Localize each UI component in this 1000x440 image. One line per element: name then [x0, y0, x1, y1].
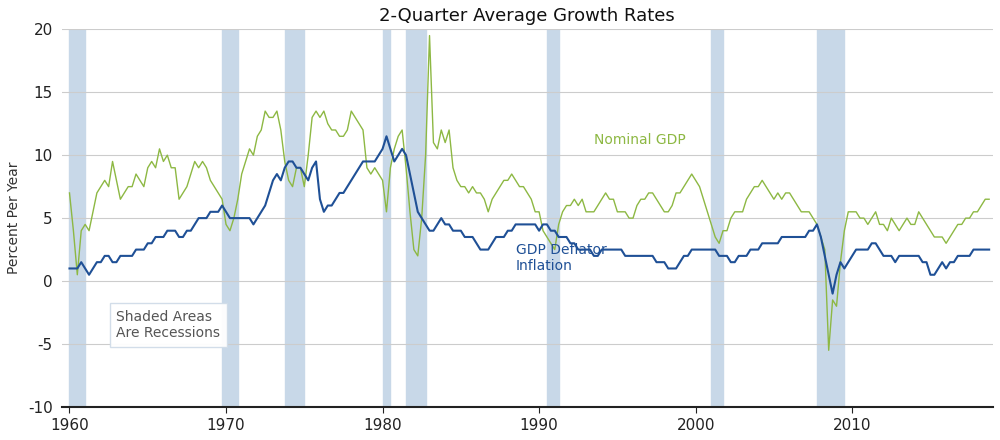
- Bar: [547, 29, 559, 407]
- Y-axis label: Percent Per Year: Percent Per Year: [7, 162, 21, 275]
- Bar: [406, 29, 426, 407]
- Bar: [285, 29, 304, 407]
- Bar: [711, 29, 723, 407]
- Bar: [383, 29, 390, 407]
- Bar: [69, 29, 85, 407]
- Text: GDP Deflator
Inflation: GDP Deflator Inflation: [516, 243, 606, 274]
- Bar: [817, 29, 844, 407]
- Text: Shaded Areas
Are Recessions: Shaded Areas Are Recessions: [116, 310, 220, 340]
- Bar: [222, 29, 238, 407]
- Text: Nominal GDP: Nominal GDP: [594, 133, 686, 147]
- Title: 2-Quarter Average Growth Rates: 2-Quarter Average Growth Rates: [379, 7, 675, 25]
